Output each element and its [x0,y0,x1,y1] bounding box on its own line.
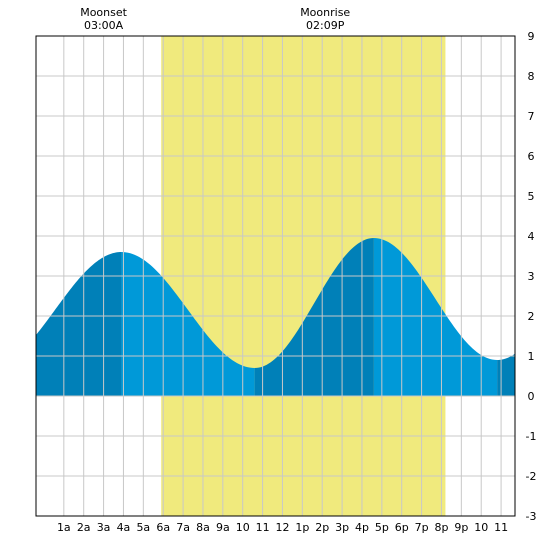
y-tick-label: 2 [528,310,535,323]
y-tick-labels: -3 -2 -1 0 1 2 3 4 5 6 7 8 9 [526,30,537,523]
y-tick-label: -1 [526,430,537,443]
x-tick-label: 6a [156,521,170,534]
x-tick-label: 7p [415,521,429,534]
x-tick-labels: 1a 2a 3a 4a 5a 6a 7a 8a 9a 10 11 12 1p 2p 3p 4p 5p 6p 7p 8p… [57,521,508,534]
x-tick-label: 10 [474,521,488,534]
y-tick-label: 6 [528,150,535,163]
x-tick-label: 11 [494,521,508,534]
x-tick-label: 11 [256,521,270,534]
y-tick-label: 5 [528,190,535,203]
x-tick-label: 8p [434,521,448,534]
x-tick-label: 1p [295,521,309,534]
x-tick-label: 6p [395,521,409,534]
y-tick-label: 3 [528,270,535,283]
x-tick-label: 2p [315,521,329,534]
moonrise-label: Moonrise [300,6,350,19]
plot-frame [35,35,516,517]
x-tick-label: 4a [117,521,131,534]
x-tick-label: 5a [136,521,150,534]
tide-falling-segment [121,252,255,396]
y-tick-label: 4 [528,230,535,243]
plot-border [35,35,516,517]
x-tick-label: 10 [236,521,250,534]
tide-rising-segment [497,353,515,396]
x-tick-label: 9p [454,521,468,534]
y-tick-label: 7 [528,110,535,123]
y-tick-label: 9 [528,30,535,43]
y-tick-label: -2 [526,470,537,483]
y-tick-label: 8 [528,70,535,83]
moonset-label: Moonset [80,6,127,19]
grid-lines [36,35,515,517]
moonrise-time: 02:09P [306,19,345,32]
x-tick-label: 2a [77,521,91,534]
y-tick-label: 1 [528,350,535,363]
moon-events: Moonset 03:00A Moonrise 02:09P [80,6,350,32]
x-tick-label: 3a [97,521,111,534]
y-tick-label: -3 [526,510,537,523]
x-tick-label: 1a [57,521,71,534]
y-tick-label: 0 [528,390,535,403]
x-tick-label: 12 [275,521,289,534]
moonset-time: 03:00A [84,19,124,32]
x-tick-label: 7a [176,521,190,534]
x-tick-label: 9a [216,521,230,534]
tide-rising-segment [36,252,122,396]
x-tick-label: 3p [335,521,349,534]
x-tick-label: 4p [355,521,369,534]
x-tick-label: 5p [375,521,389,534]
x-tick-label: 8a [196,521,210,534]
